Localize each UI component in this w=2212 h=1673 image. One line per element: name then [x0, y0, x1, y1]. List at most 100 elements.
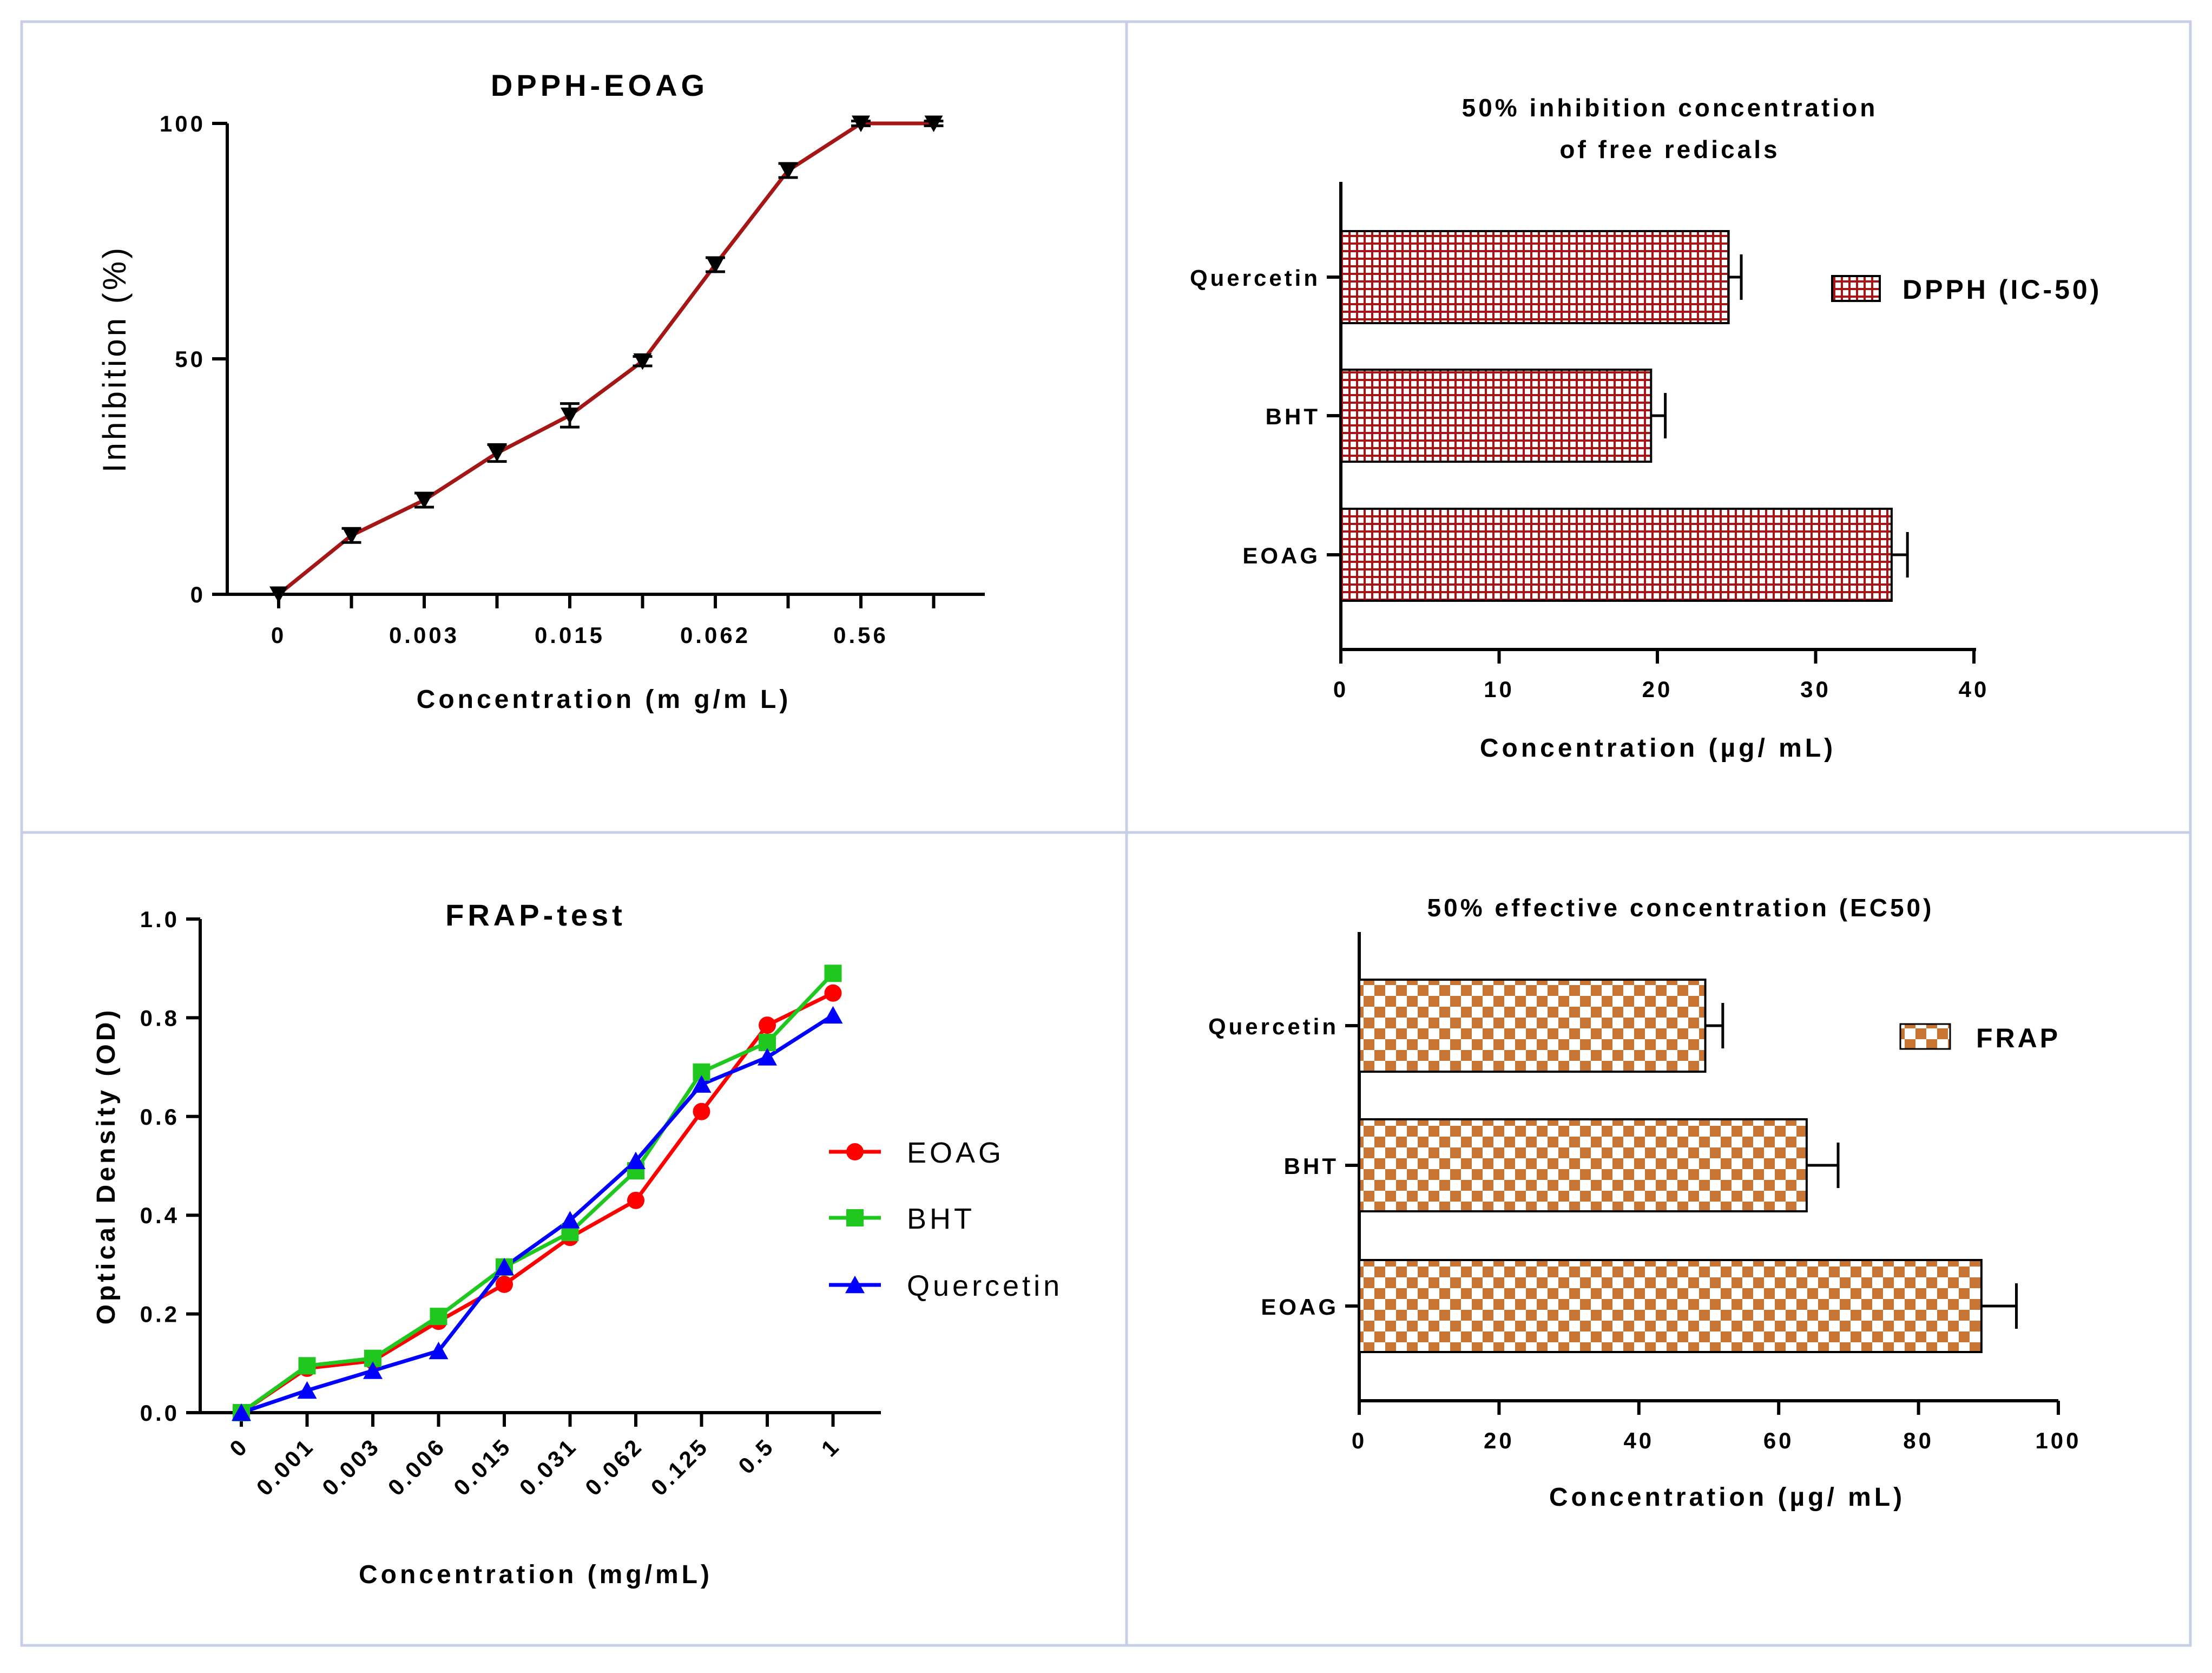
- chart3-point-bht: [298, 1357, 316, 1375]
- chart4-bar: [1358, 979, 1707, 1073]
- chart1-data-point: [779, 162, 798, 180]
- chart4-category-label: BHT: [1284, 1153, 1339, 1179]
- chart2-x-tick-label: 20: [1642, 677, 1673, 702]
- chart2-title-line1: 50% inhibition concentration: [1462, 94, 1878, 122]
- chart3-point-bht: [430, 1308, 447, 1326]
- chart3-point-quercetin: [758, 1048, 777, 1066]
- chart4-x-tick-label: 20: [1484, 1428, 1515, 1453]
- chart4-bar: [1358, 1118, 1808, 1212]
- chart2-x-tick-label: 10: [1484, 677, 1515, 702]
- chart1-x-tick-label: 0.56: [833, 622, 888, 648]
- chart3-point-quercetin: [560, 1211, 580, 1229]
- chart3-line-eoag: [240, 991, 834, 1414]
- chart3-y-tick-label: 1.0: [140, 907, 180, 932]
- chart1-y-tick-label: 100: [160, 111, 206, 136]
- chart3-legend-marker-quercetin: [845, 1275, 865, 1294]
- chart3-y-tick-label: 0.2: [140, 1302, 180, 1327]
- chart2-x-tick-label: 0: [1333, 677, 1348, 702]
- chart3-y-label: Optical Density (OD): [92, 1007, 121, 1325]
- chart1-y-label: Inhibition (%): [96, 245, 133, 473]
- chart3-x-tick-label: 0.031: [515, 1433, 582, 1500]
- chart3-x-label: Concentration (mg/mL): [359, 1560, 713, 1589]
- chart4-legend-label: FRAP: [1976, 1023, 2060, 1053]
- chart1-series-line: [277, 121, 934, 596]
- chart3-point-quercetin: [232, 1403, 251, 1421]
- chart4-bar: [1358, 1259, 1983, 1353]
- chart1-title: DPPH-EOAG: [491, 68, 708, 102]
- chart3-point-quercetin: [692, 1075, 712, 1093]
- chart3-point-eoag: [693, 1103, 710, 1120]
- chart4-title: 50% effective concentration (EC50): [1427, 894, 1934, 922]
- chart2-category-label: Quercetin: [1190, 265, 1320, 291]
- chart4-x-tick-label: 40: [1623, 1428, 1654, 1453]
- chart1-y-tick-label: 0: [190, 582, 206, 607]
- chart-frap-ec50: 50% effective concentration (EC50) Querc…: [1208, 894, 2081, 1512]
- chart3-y-tick-label: 0.6: [140, 1104, 180, 1130]
- chart4-x-tick-label: 80: [1903, 1428, 1934, 1453]
- chart3-point-eoag: [824, 984, 842, 1002]
- chart2-legend-label: DPPH (IC-50): [1902, 274, 2102, 305]
- chart3-x-tick-label: 0.125: [646, 1433, 714, 1500]
- chart2-bar: [1340, 369, 1653, 463]
- chart3-y-tick-label: 0.4: [140, 1203, 180, 1228]
- chart3-x-tick-label: 1: [817, 1433, 845, 1461]
- chart2-x-tick-label: 30: [1800, 677, 1831, 702]
- chart3-legend-marker-bht: [846, 1209, 864, 1226]
- chart2-title-line2: of free redicals: [1559, 135, 1780, 163]
- chart4-x-tick-label: 0: [1352, 1428, 1367, 1453]
- chart3-point-quercetin: [626, 1151, 646, 1170]
- chart2-category-label: BHT: [1266, 404, 1320, 429]
- chart4-x-tick-label: 60: [1763, 1428, 1794, 1453]
- chart3-point-quercetin: [297, 1381, 317, 1399]
- chart3-x-tick-label: 0.062: [580, 1433, 648, 1500]
- chart3-point-quercetin: [363, 1361, 383, 1379]
- chart-dpph-ic50: 50% inhibition concentration of free red…: [1190, 94, 2102, 763]
- chart1-data-point: [269, 586, 288, 603]
- chart2-x-tick-label: 40: [1959, 677, 1990, 702]
- chart1-data-point: [415, 492, 433, 509]
- chart4-category-label: Quercetin: [1208, 1014, 1339, 1039]
- chart1-data-point: [342, 527, 361, 544]
- chart3-x-tick-label: 0.5: [733, 1433, 779, 1479]
- chart3-x-tick-label: 0: [225, 1433, 253, 1461]
- chart4-x-label: Concentration (µg/ mL): [1549, 1483, 1905, 1512]
- chart2-x-label: Concentration (µg/ mL): [1480, 734, 1836, 763]
- chart1-x-tick-label: 0.062: [680, 622, 751, 648]
- chart3-y-tick-label: 0.0: [140, 1400, 180, 1426]
- chart-dpph-eoag: DPPH-EOAG 0 50 100 0 0.003 0.015 0.062 0.56 In…: [96, 68, 985, 714]
- chart1-x-tick-label: 0.015: [535, 622, 605, 648]
- chart1-x-tick-label: 0.003: [389, 622, 459, 648]
- chart1-data-point: [561, 407, 579, 424]
- chart1-data-point: [852, 115, 870, 133]
- chart2-bar: [1340, 508, 1893, 602]
- chart3-point-bht: [824, 965, 842, 982]
- chart1-data-point: [488, 445, 506, 462]
- chart3-line-quercetin: [240, 1013, 834, 1415]
- chart3-point-eoag: [627, 1191, 644, 1209]
- chart1-y-tick-label: 50: [175, 346, 206, 372]
- chart3-x-tick-label: 0.003: [317, 1433, 385, 1500]
- chart3-line-bht: [240, 972, 835, 1414]
- chart2-category-label: EOAG: [1242, 543, 1320, 568]
- chart3-y-tick-label: 0.8: [140, 1005, 180, 1031]
- chart3-legend-label-eoag: EOAG: [907, 1137, 1004, 1169]
- chart3-legend-label-quercetin: Quercetin: [907, 1270, 1063, 1302]
- chart4-x-tick-label: 100: [2035, 1428, 2081, 1453]
- chart2-legend-swatch: [1831, 275, 1881, 302]
- chart3-title: FRAP-test: [445, 898, 626, 932]
- chart3-legend-marker-eoag: [846, 1143, 864, 1160]
- chart3-point-quercetin: [823, 1006, 843, 1024]
- chart4-category-label: EOAG: [1261, 1294, 1339, 1320]
- chart3-point-eoag: [496, 1275, 513, 1293]
- chart3-legend-label-bht: BHT: [907, 1203, 975, 1235]
- chart1-data-point: [633, 353, 652, 370]
- chart1-data-point: [924, 115, 943, 133]
- chart3-x-tick-label: 0.015: [449, 1433, 516, 1500]
- chart3-point-eoag: [759, 1016, 776, 1034]
- chart4-legend-swatch: [1899, 1023, 1951, 1050]
- chart1-x-label: Concentration (m g/m L): [417, 685, 792, 714]
- chart-frap-test: FRAP-test 0.0 0.2 0.4 0.6 0.8 1.0 00.0010.003…: [92, 898, 1063, 1589]
- chart3-point-quercetin: [495, 1257, 514, 1276]
- chart1-x-tick-label: 0: [271, 622, 286, 648]
